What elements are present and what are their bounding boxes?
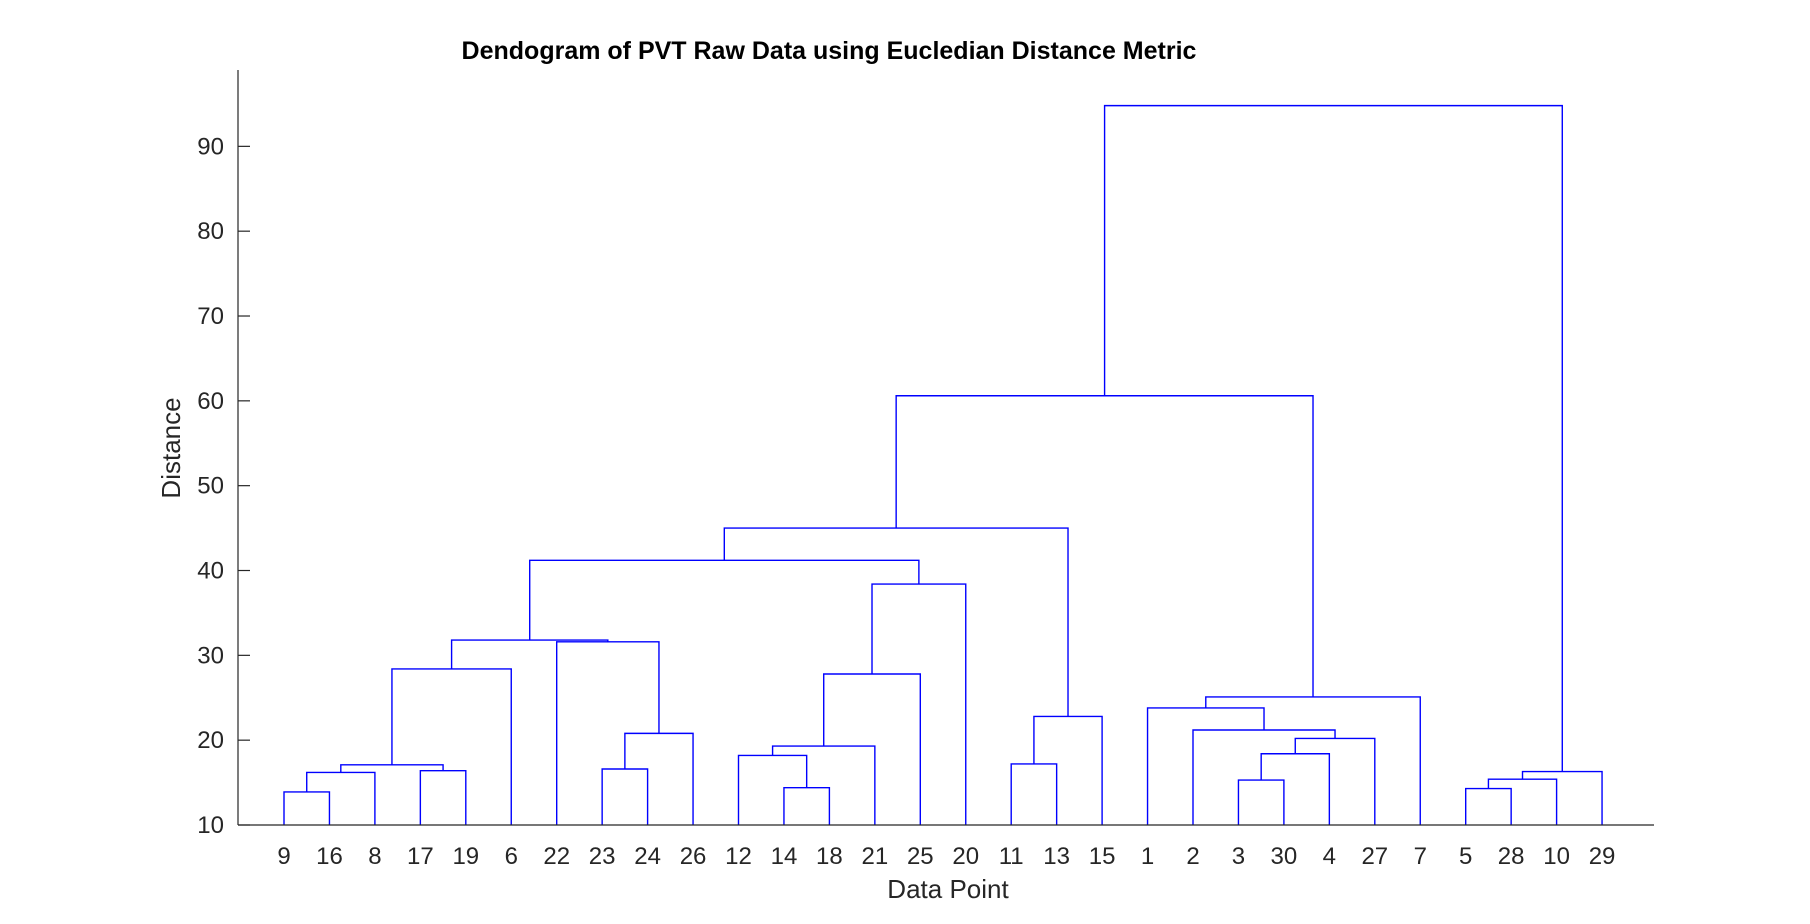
x-tick-label: 5 bbox=[1459, 843, 1472, 870]
dendrogram-link bbox=[1033, 715, 1103, 825]
dendrogram-link bbox=[450, 639, 609, 669]
x-tick-label: 28 bbox=[1498, 843, 1525, 870]
dendrogram-link bbox=[391, 668, 512, 825]
dendrogram-link bbox=[1294, 737, 1376, 825]
x-tick-label: 11 bbox=[999, 843, 1024, 870]
dendrogram-link bbox=[529, 559, 920, 641]
dendrogram-link bbox=[771, 745, 876, 825]
dendrogram-link bbox=[419, 770, 467, 825]
y-tick-label: 20 bbox=[197, 727, 224, 754]
dendrogram-link bbox=[1146, 707, 1265, 825]
x-tick-label: 1 bbox=[1141, 843, 1154, 870]
dendrogram-link bbox=[723, 527, 1069, 717]
y-tick-label: 10 bbox=[197, 812, 224, 839]
x-tick-label: 14 bbox=[771, 843, 798, 870]
dendrogram-link bbox=[1103, 104, 1563, 772]
x-tick-label: 15 bbox=[1089, 843, 1116, 870]
x-tick-label: 10 bbox=[1543, 843, 1570, 870]
x-axis-label: Data Point bbox=[887, 874, 1009, 904]
x-tick-label: 4 bbox=[1323, 843, 1336, 870]
x-tick-label: 25 bbox=[907, 843, 934, 870]
y-tick-label: 50 bbox=[197, 473, 224, 500]
y-tick-label: 60 bbox=[197, 388, 224, 415]
dendrogram-link bbox=[1192, 729, 1336, 825]
y-tick-label: 90 bbox=[197, 133, 224, 160]
x-tick-label: 26 bbox=[680, 843, 707, 870]
dendrogram-links bbox=[283, 104, 1603, 825]
x-tick-label: 19 bbox=[452, 843, 479, 870]
x-tick-label: 27 bbox=[1361, 843, 1388, 870]
y-axis-ticks: 10 20 30 40 50 60 70 80 90 bbox=[197, 133, 250, 839]
x-tick-label: 18 bbox=[816, 843, 843, 870]
y-axis-label: Distance bbox=[156, 397, 186, 498]
dendrogram-link bbox=[1237, 779, 1285, 825]
x-tick-label: 8 bbox=[368, 843, 381, 870]
x-tick-label: 13 bbox=[1043, 843, 1070, 870]
x-tick-label: 17 bbox=[407, 843, 434, 870]
x-tick-label: 29 bbox=[1589, 843, 1616, 870]
x-tick-label: 24 bbox=[634, 843, 661, 870]
x-tick-label: 9 bbox=[277, 843, 290, 870]
dendrogram-link bbox=[1010, 763, 1058, 825]
x-tick-label: 20 bbox=[952, 843, 979, 870]
dendrogram-link bbox=[823, 673, 921, 825]
x-tick-label: 30 bbox=[1271, 843, 1298, 870]
y-tick-label: 80 bbox=[197, 218, 224, 245]
y-tick-label: 30 bbox=[197, 642, 224, 669]
dendrogram-link bbox=[306, 771, 376, 825]
dendrogram-link bbox=[871, 583, 967, 825]
x-axis-ticks: 9 16 8 17 19 6 22 23 24 26 12 14 18 21 25 20 11 13 15 1 2 3 30… bbox=[277, 843, 1615, 870]
chart-title: Dendogram of PVT Raw Data using Eucledia… bbox=[462, 37, 1197, 65]
dendrogram-link bbox=[1487, 778, 1558, 825]
x-tick-label: 2 bbox=[1186, 843, 1199, 870]
dendrogram-link bbox=[895, 395, 1314, 697]
y-tick-label: 40 bbox=[197, 558, 224, 585]
x-tick-label: 23 bbox=[589, 843, 616, 870]
dendrogram-link bbox=[601, 768, 649, 825]
y-tick-label: 70 bbox=[197, 303, 224, 330]
x-tick-label: 21 bbox=[861, 843, 888, 870]
dendrogram-link bbox=[283, 791, 331, 825]
x-tick-label: 6 bbox=[505, 843, 518, 870]
x-tick-label: 16 bbox=[316, 843, 343, 870]
x-tick-label: 3 bbox=[1232, 843, 1245, 870]
dendrogram-link bbox=[624, 732, 694, 825]
axes bbox=[237, 70, 1654, 826]
dendrogram-link bbox=[783, 786, 831, 825]
x-tick-label: 7 bbox=[1414, 843, 1427, 870]
x-tick-label: 12 bbox=[725, 843, 752, 870]
dendrogram-link bbox=[737, 754, 808, 825]
dendrogram-link bbox=[1260, 753, 1331, 825]
dendrogram-link bbox=[1464, 787, 1512, 825]
x-tick-label: 22 bbox=[543, 843, 570, 870]
